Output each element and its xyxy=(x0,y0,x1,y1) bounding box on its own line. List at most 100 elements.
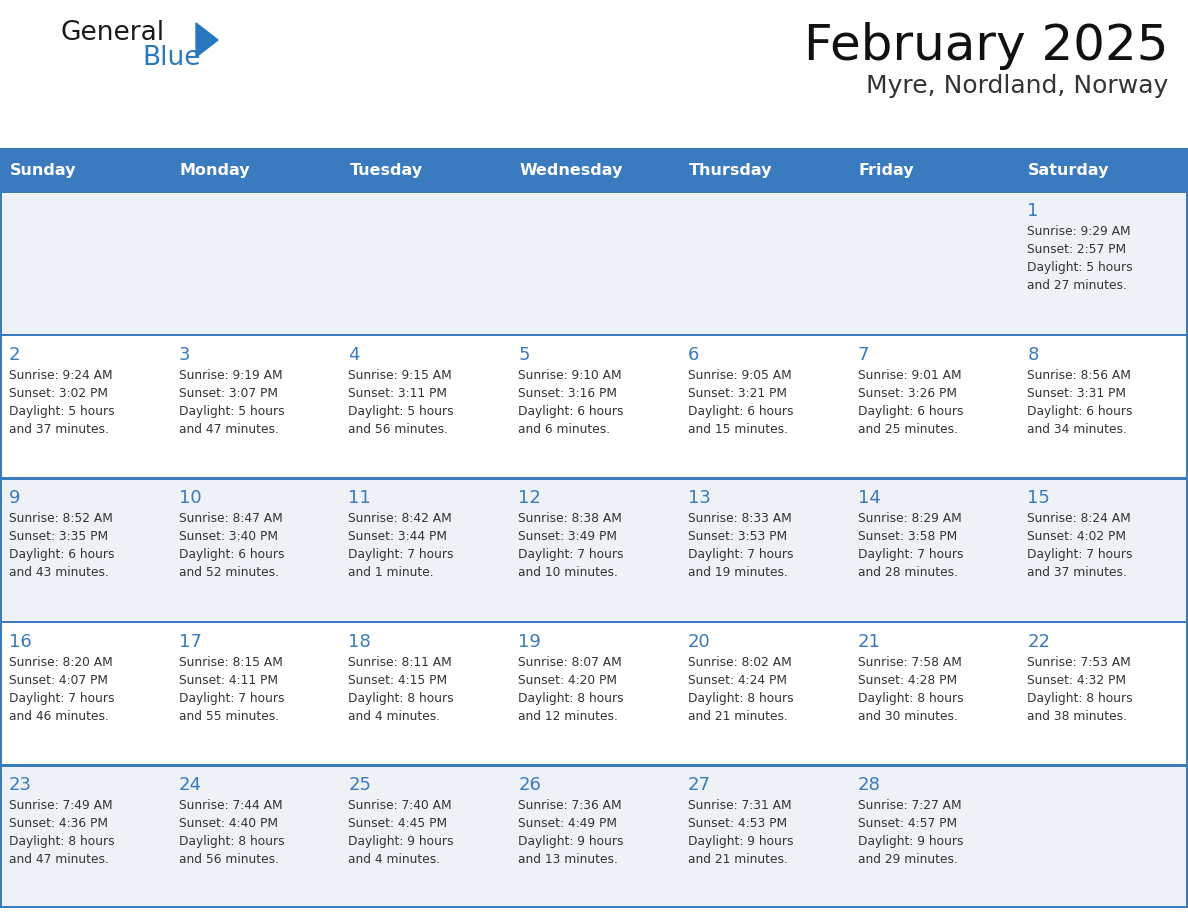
Text: Sunset: 4:28 PM: Sunset: 4:28 PM xyxy=(858,674,956,687)
Text: 22: 22 xyxy=(1028,633,1050,651)
Text: Sunrise: 8:24 AM: Sunrise: 8:24 AM xyxy=(1028,512,1131,525)
Text: Sunset: 4:40 PM: Sunset: 4:40 PM xyxy=(178,817,278,831)
Text: and 28 minutes.: and 28 minutes. xyxy=(858,566,958,579)
Text: Sunset: 4:11 PM: Sunset: 4:11 PM xyxy=(178,674,278,687)
Text: Daylight: 6 hours: Daylight: 6 hours xyxy=(688,405,794,418)
Text: 4: 4 xyxy=(348,345,360,364)
Text: 19: 19 xyxy=(518,633,541,651)
Text: 25: 25 xyxy=(348,777,372,794)
Text: 7: 7 xyxy=(858,345,870,364)
Bar xyxy=(0,190,1188,193)
Text: Sunset: 3:53 PM: Sunset: 3:53 PM xyxy=(688,531,786,543)
Text: Daylight: 5 hours: Daylight: 5 hours xyxy=(348,405,454,418)
Text: Daylight: 5 hours: Daylight: 5 hours xyxy=(10,405,114,418)
Text: and 21 minutes.: and 21 minutes. xyxy=(688,854,788,867)
Text: and 10 minutes.: and 10 minutes. xyxy=(518,566,618,579)
Text: Daylight: 7 hours: Daylight: 7 hours xyxy=(1028,548,1133,561)
Text: Sunrise: 9:24 AM: Sunrise: 9:24 AM xyxy=(10,369,113,382)
Text: and 55 minutes.: and 55 minutes. xyxy=(178,710,279,722)
Text: 9: 9 xyxy=(10,489,20,508)
Text: Sunset: 4:07 PM: Sunset: 4:07 PM xyxy=(10,674,108,687)
Text: and 56 minutes.: and 56 minutes. xyxy=(178,854,279,867)
Text: Sunset: 3:58 PM: Sunset: 3:58 PM xyxy=(858,531,956,543)
Text: Sunset: 3:26 PM: Sunset: 3:26 PM xyxy=(858,386,956,399)
Text: 14: 14 xyxy=(858,489,880,508)
Text: Sunset: 4:49 PM: Sunset: 4:49 PM xyxy=(518,817,617,831)
Text: and 37 minutes.: and 37 minutes. xyxy=(1028,566,1127,579)
Text: 28: 28 xyxy=(858,777,880,794)
Text: Daylight: 5 hours: Daylight: 5 hours xyxy=(1028,261,1133,274)
Bar xyxy=(0,905,1188,908)
Text: Sunrise: 9:05 AM: Sunrise: 9:05 AM xyxy=(688,369,791,382)
Text: and 30 minutes.: and 30 minutes. xyxy=(858,710,958,722)
Text: Daylight: 7 hours: Daylight: 7 hours xyxy=(10,692,114,705)
Text: Sunset: 3:02 PM: Sunset: 3:02 PM xyxy=(10,386,108,399)
Text: Sunset: 4:53 PM: Sunset: 4:53 PM xyxy=(688,817,786,831)
Text: Daylight: 8 hours: Daylight: 8 hours xyxy=(858,692,963,705)
Text: 10: 10 xyxy=(178,489,201,508)
Bar xyxy=(0,152,1188,190)
Text: Sunrise: 8:33 AM: Sunrise: 8:33 AM xyxy=(688,512,791,525)
Text: Daylight: 6 hours: Daylight: 6 hours xyxy=(178,548,284,561)
Text: Sunset: 4:45 PM: Sunset: 4:45 PM xyxy=(348,817,448,831)
Text: Blue: Blue xyxy=(143,45,201,71)
Text: Daylight: 8 hours: Daylight: 8 hours xyxy=(518,692,624,705)
Text: Daylight: 7 hours: Daylight: 7 hours xyxy=(688,548,794,561)
Text: Daylight: 9 hours: Daylight: 9 hours xyxy=(688,835,794,848)
Text: Sunday: Sunday xyxy=(10,162,76,177)
Bar xyxy=(0,477,1188,480)
Text: Sunset: 4:15 PM: Sunset: 4:15 PM xyxy=(348,674,448,687)
Text: Sunset: 4:36 PM: Sunset: 4:36 PM xyxy=(10,817,108,831)
Text: Daylight: 8 hours: Daylight: 8 hours xyxy=(178,835,284,848)
Text: Sunset: 3:16 PM: Sunset: 3:16 PM xyxy=(518,386,617,399)
Text: 23: 23 xyxy=(10,777,32,794)
Text: 11: 11 xyxy=(348,489,371,508)
Text: Daylight: 6 hours: Daylight: 6 hours xyxy=(858,405,963,418)
Text: and 52 minutes.: and 52 minutes. xyxy=(178,566,279,579)
Text: and 15 minutes.: and 15 minutes. xyxy=(688,422,788,436)
Text: Sunrise: 8:42 AM: Sunrise: 8:42 AM xyxy=(348,512,453,525)
Text: and 12 minutes.: and 12 minutes. xyxy=(518,710,618,722)
Text: and 4 minutes.: and 4 minutes. xyxy=(348,710,441,722)
Text: Sunset: 4:24 PM: Sunset: 4:24 PM xyxy=(688,674,786,687)
Text: 2: 2 xyxy=(10,345,20,364)
Text: Daylight: 9 hours: Daylight: 9 hours xyxy=(518,835,624,848)
Text: Daylight: 7 hours: Daylight: 7 hours xyxy=(858,548,963,561)
Text: Daylight: 9 hours: Daylight: 9 hours xyxy=(858,835,963,848)
Text: 26: 26 xyxy=(518,777,541,794)
Text: Sunrise: 8:38 AM: Sunrise: 8:38 AM xyxy=(518,512,623,525)
Text: Sunrise: 9:19 AM: Sunrise: 9:19 AM xyxy=(178,369,283,382)
Text: Tuesday: Tuesday xyxy=(349,162,423,177)
Text: and 46 minutes.: and 46 minutes. xyxy=(10,710,109,722)
Text: Daylight: 6 hours: Daylight: 6 hours xyxy=(10,548,114,561)
Text: and 6 minutes.: and 6 minutes. xyxy=(518,422,611,436)
Text: Sunset: 4:02 PM: Sunset: 4:02 PM xyxy=(1028,531,1126,543)
Text: Sunrise: 8:52 AM: Sunrise: 8:52 AM xyxy=(10,512,113,525)
Bar xyxy=(1186,152,1188,908)
Text: Sunrise: 8:02 AM: Sunrise: 8:02 AM xyxy=(688,655,791,669)
Text: Sunrise: 8:15 AM: Sunrise: 8:15 AM xyxy=(178,655,283,669)
Bar xyxy=(0,333,1188,336)
Text: 6: 6 xyxy=(688,345,700,364)
Text: Sunrise: 9:15 AM: Sunrise: 9:15 AM xyxy=(348,369,453,382)
Text: and 29 minutes.: and 29 minutes. xyxy=(858,854,958,867)
Text: February 2025: February 2025 xyxy=(803,22,1168,70)
Text: Sunrise: 9:10 AM: Sunrise: 9:10 AM xyxy=(518,369,621,382)
Text: Sunrise: 8:07 AM: Sunrise: 8:07 AM xyxy=(518,655,621,669)
Text: Myre, Nordland, Norway: Myre, Nordland, Norway xyxy=(866,74,1168,98)
Bar xyxy=(0,765,1188,908)
Text: 8: 8 xyxy=(1028,345,1038,364)
Text: Sunset: 3:44 PM: Sunset: 3:44 PM xyxy=(348,531,448,543)
Text: Saturday: Saturday xyxy=(1029,162,1110,177)
Text: Sunrise: 8:29 AM: Sunrise: 8:29 AM xyxy=(858,512,961,525)
Text: Friday: Friday xyxy=(859,162,915,177)
Text: Wednesday: Wednesday xyxy=(519,162,623,177)
Text: Daylight: 8 hours: Daylight: 8 hours xyxy=(10,835,114,848)
Text: Sunrise: 7:27 AM: Sunrise: 7:27 AM xyxy=(858,800,961,812)
Text: 20: 20 xyxy=(688,633,710,651)
Text: Daylight: 8 hours: Daylight: 8 hours xyxy=(348,692,454,705)
Text: Sunset: 2:57 PM: Sunset: 2:57 PM xyxy=(1028,243,1126,256)
Text: and 13 minutes.: and 13 minutes. xyxy=(518,854,618,867)
Text: Daylight: 7 hours: Daylight: 7 hours xyxy=(348,548,454,561)
Text: Sunset: 3:31 PM: Sunset: 3:31 PM xyxy=(1028,386,1126,399)
